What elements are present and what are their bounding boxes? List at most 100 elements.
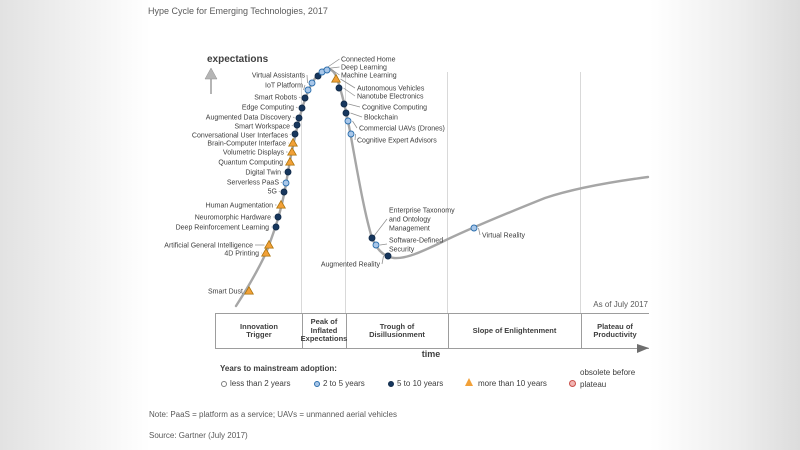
tech-marker-dot [470,224,478,232]
legend-marker-obsolete-icon [569,380,576,387]
tech-label: Serverless PaaS [227,180,279,187]
tech-marker-dot [342,109,350,117]
tech-label: Smart Robots [254,95,297,102]
legend-item-obsolete-before-plateau: obsolete before plateau [580,368,636,389]
phase-peak: Peak of Inflated Expectations [300,317,348,344]
tech-label: Neuromorphic Hardware [195,215,271,222]
tech-connector [478,227,481,236]
legend-marker-more-than-10-years-icon [465,378,473,386]
tech-connector [278,190,280,193]
band-separator [448,314,449,348]
tech-label: Nanotube Electronics [357,94,424,101]
legend-marker-5-to-10-years-icon [388,381,394,387]
band-separator [302,314,303,348]
tech-marker-dot [384,252,392,260]
time-axis-arrow [637,344,649,353]
left-gradient-margin [0,0,150,450]
tech-label: Virtual Assistants [252,73,306,80]
tech-label: Software-Defined Security [389,238,443,254]
tech-label: IoT Platform [265,83,303,90]
tech-connector [280,181,282,184]
y-axis-arrow [204,67,218,94]
tech-connector [348,103,361,108]
tech-marker-dot [340,100,348,108]
x-axis-label: time [421,349,441,359]
tech-connector [295,106,298,109]
tech-marker-dot [347,130,355,138]
tech-marker-dot [272,223,280,231]
tech-marker-triangle [287,146,297,156]
tech-connector [292,116,295,119]
legend-marker-less-than-2-years-icon [221,381,227,387]
tech-label: Conversational User Interfaces [192,133,289,140]
gridline-trough [345,72,346,313]
legend-marker-2-to-5-years-icon [314,381,320,387]
tech-marker-dot [368,234,376,242]
tech-label: 5G [268,189,277,196]
tech-marker-triangle [285,156,295,166]
as-of-date: As of July 2017 [593,300,648,309]
phase-slope: Slope of Enlightenment [472,325,557,335]
tech-label: Commercial UAVs (Drones) [359,126,445,133]
tech-label: Augmented Data Discovery [206,115,292,122]
tech-connector [381,255,384,265]
tech-connector [340,78,356,89]
phase-trough: Trough of Disillusionment [369,321,425,339]
tech-label: Virtual Reality [482,233,526,240]
source-line: Source: Gartner (July 2017) [149,431,248,440]
tech-connector [354,133,356,141]
tech-label: Artificial General Intelligence [164,243,253,250]
band-separator [346,314,347,348]
tech-connector [289,133,291,136]
tech-label: Cognitive Expert Advisors [357,138,437,145]
tech-label: Human Augmentation [206,203,273,210]
tech-label: Volumetric Displays [223,150,285,157]
tech-label: Enterprise Taxonomy and Ontology Managemen… [389,208,455,233]
phase-plateau: Plateau of Productivity [593,321,637,339]
legend-item-2-to-5-years: 2 to 5 years [323,379,365,388]
gridline-plateau [580,72,581,313]
tech-marker-dot [314,72,322,80]
tech-marker-dot [372,241,380,249]
tech-label: Quantum Computing [218,160,283,167]
tech-marker-triangle [288,137,298,147]
tech-marker-dot [291,130,299,138]
tech-marker-dot [274,213,282,221]
tech-label: Edge Computing [242,105,294,112]
tech-label: 4D Printing [224,251,259,258]
tech-marker-triangle [331,73,341,83]
tech-connector [373,218,388,237]
tech-connector [343,87,356,97]
tech-connector [350,112,363,118]
gridline-peak [301,72,302,313]
tech-marker-dot [323,66,331,74]
tech-marker-triangle [264,239,274,249]
tech-marker-dot [293,121,301,129]
tech-label: Augmented Reality [321,262,381,269]
tech-marker-dot [282,179,290,187]
tech-label: Smart Dust [208,289,243,296]
tech-marker-triangle [244,285,254,295]
tech-marker-dot [280,188,288,196]
tech-marker-dot [298,104,306,112]
tech-label: Deep Reinforcement Learning [176,225,269,232]
tech-marker-dot [301,94,309,102]
tech-connector [352,120,358,129]
tech-connector [379,243,388,246]
tech-marker-dot [304,86,312,94]
phase-axis-band: Innovation Trigger Peak of Inflated Expe… [215,313,649,349]
phase-innovation-trigger: Innovation Trigger [240,321,278,339]
tech-label: Smart Workspace [235,124,291,131]
legend-item-5-to-10-years: 5 to 10 years [397,379,444,388]
right-gradient-margin [650,0,800,450]
tech-label: Deep Learning [341,65,387,72]
tech-marker-dot [344,117,352,125]
hype-curve [234,68,650,308]
tech-marker-triangle [261,247,271,257]
tech-label: Digital Twin [245,170,281,177]
tech-label: Blockchain [364,115,398,122]
page-title: Hype Cycle for Emerging Technologies, 20… [148,6,328,16]
tech-marker-dot [335,84,343,92]
tech-label: Machine Learning [341,73,397,80]
